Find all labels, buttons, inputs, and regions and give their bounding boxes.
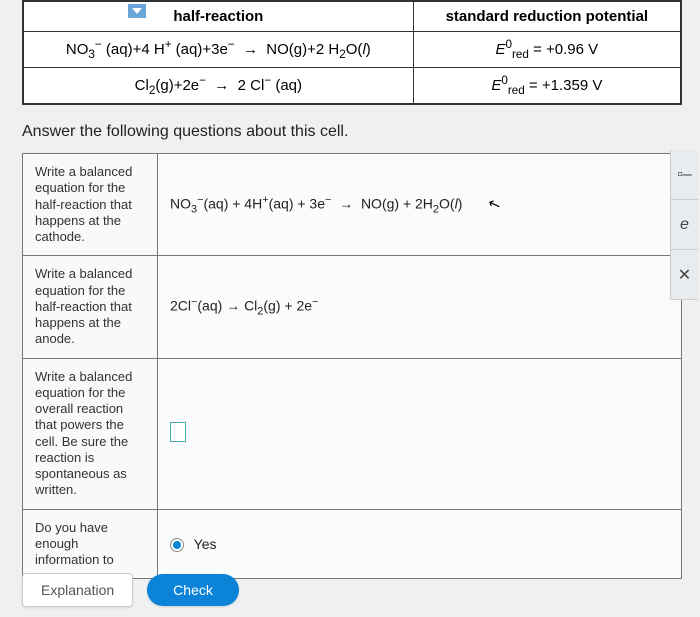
side-toolbar: ▫– e ✕	[670, 150, 700, 300]
anode-desc: Write a balanced equation for the half-r…	[23, 256, 158, 358]
cursor-icon: ↖	[486, 193, 504, 214]
col-half-reaction: half-reaction	[23, 1, 413, 32]
cathode-answer[interactable]: NO3−(aq) + 4H+(aq) + 3e− → NO(g) + 2H2O(…	[158, 154, 682, 256]
enough-info-desc: Do you have enough information to	[23, 509, 158, 579]
overall-row: Write a balanced equation for the overal…	[23, 358, 682, 509]
tool-close-icon[interactable]: ✕	[670, 250, 698, 300]
table-row: Cl2(g)+2e− → 2 Cl− (aq) E0red = +1.359 V	[23, 68, 681, 105]
radio-yes-label: Yes	[194, 536, 217, 552]
reaction-cell: NO3− (aq)+4 H+ (aq)+3e− → NO(g)+2 H2O(l)	[23, 32, 413, 68]
tool-box-icon[interactable]: ▫–	[670, 150, 698, 200]
cathode-desc: Write a balanced equation for the half-r…	[23, 154, 158, 256]
col-potential: standard reduction potential	[413, 1, 681, 32]
anode-answer[interactable]: 2Cl−(aq) → Cl2(g) + 2e−	[158, 256, 682, 358]
potential-cell: E0red = +1.359 V	[413, 68, 681, 105]
enough-info-answer[interactable]: Yes	[158, 509, 682, 579]
question-prompt: Answer the following questions about thi…	[22, 123, 682, 141]
cathode-row: Write a balanced equation for the half-r…	[23, 154, 682, 256]
anode-row: Write a balanced equation for the half-r…	[23, 256, 682, 358]
overall-desc: Write a balanced equation for the overal…	[23, 358, 158, 509]
reduction-potential-table: half-reaction standard reduction potenti…	[22, 0, 682, 105]
table-row: NO3− (aq)+4 H+ (aq)+3e− → NO(g)+2 H2O(l)…	[23, 32, 681, 68]
explanation-button[interactable]: Explanation	[22, 573, 133, 607]
radio-yes[interactable]	[170, 538, 184, 552]
potential-cell: E0red = +0.96 V	[413, 32, 681, 68]
footer-buttons: Explanation Check	[22, 573, 239, 607]
reaction-cell: Cl2(g)+2e− → 2 Cl− (aq)	[23, 68, 413, 105]
tool-e-icon[interactable]: e	[670, 200, 698, 250]
enough-info-row: Do you have enough information to Yes	[23, 509, 682, 579]
dropdown-icon[interactable]	[128, 4, 146, 18]
answer-table: Write a balanced equation for the half-r…	[22, 153, 682, 579]
answer-placeholder[interactable]	[170, 422, 186, 442]
check-button[interactable]: Check	[147, 574, 239, 606]
overall-answer[interactable]	[158, 358, 682, 509]
